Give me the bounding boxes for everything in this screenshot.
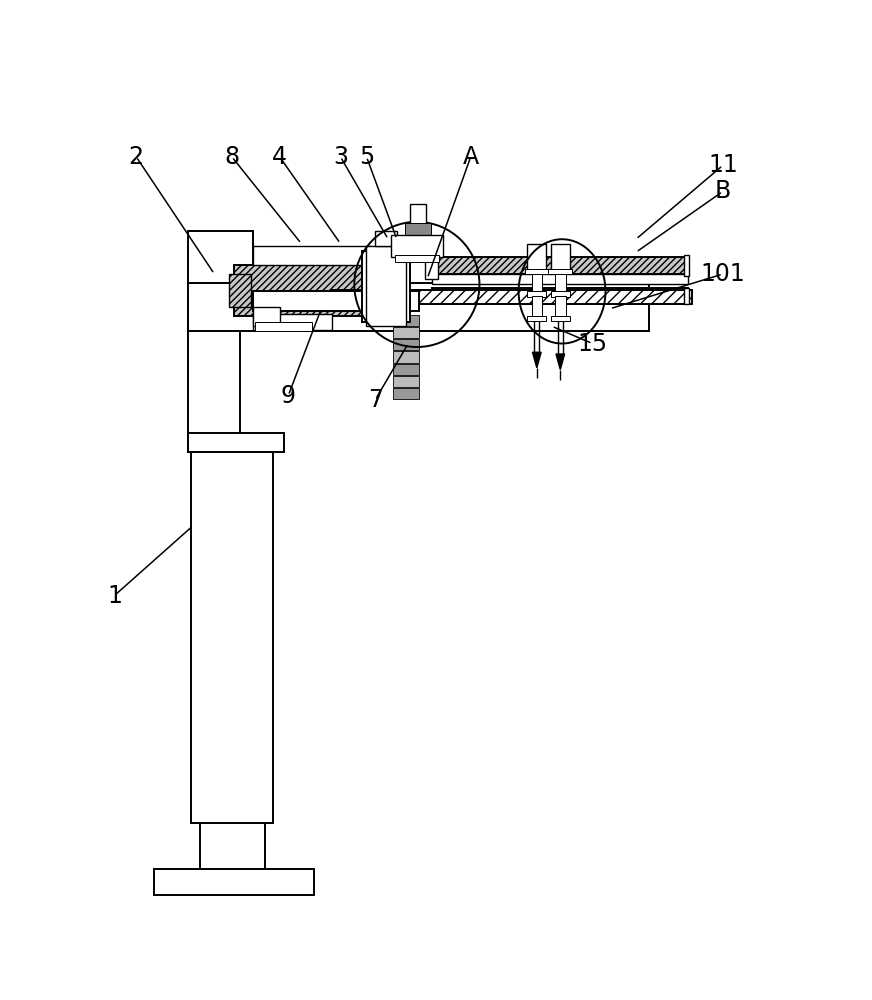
Bar	[366, 246, 405, 326]
Bar	[684, 255, 689, 276]
Text: 2: 2	[128, 145, 144, 169]
Bar	[153, 869, 314, 895]
Bar	[392, 327, 419, 338]
Bar	[432, 274, 688, 284]
Bar	[551, 316, 570, 321]
Bar	[395, 255, 439, 262]
Bar	[392, 339, 419, 350]
Bar	[235, 265, 369, 316]
Bar	[528, 316, 547, 321]
Bar	[432, 288, 688, 304]
Bar	[392, 388, 419, 399]
Polygon shape	[533, 352, 542, 368]
Bar	[392, 351, 419, 363]
Bar	[254, 307, 280, 326]
Bar	[254, 314, 331, 330]
Bar	[229, 274, 251, 307]
Bar	[392, 376, 419, 387]
Bar	[188, 433, 284, 452]
Text: 4: 4	[272, 145, 287, 169]
Bar	[684, 288, 689, 304]
Bar	[532, 296, 542, 317]
Text: B: B	[715, 179, 731, 203]
Bar	[188, 300, 241, 452]
Text: A: A	[463, 145, 479, 169]
Bar	[548, 269, 572, 274]
Bar	[405, 223, 431, 235]
Bar	[188, 231, 254, 283]
Bar	[254, 291, 419, 311]
Bar	[254, 246, 371, 265]
Bar	[551, 244, 570, 270]
Bar	[432, 257, 688, 274]
Bar	[528, 244, 547, 270]
Bar	[255, 322, 311, 331]
Bar	[528, 291, 547, 297]
Bar	[410, 204, 426, 224]
Bar	[331, 290, 692, 304]
Bar	[525, 269, 549, 274]
Text: 9: 9	[281, 384, 296, 408]
Bar	[555, 296, 566, 317]
Text: 101: 101	[700, 262, 746, 286]
Text: 8: 8	[224, 145, 239, 169]
Text: 15: 15	[577, 332, 608, 356]
Bar	[555, 274, 566, 291]
Text: 11: 11	[708, 153, 738, 177]
Bar	[392, 315, 419, 326]
Bar	[362, 251, 410, 322]
Bar	[532, 274, 542, 291]
Text: 1: 1	[107, 584, 122, 608]
Text: 5: 5	[359, 145, 374, 169]
Bar	[392, 364, 419, 375]
Bar	[200, 822, 265, 869]
Bar	[425, 253, 438, 279]
Bar	[191, 450, 274, 823]
Bar	[551, 291, 570, 297]
Text: 3: 3	[333, 145, 348, 169]
Bar	[375, 231, 397, 246]
Bar	[391, 235, 443, 257]
Text: 7: 7	[368, 388, 383, 412]
Bar	[188, 283, 649, 331]
Polygon shape	[556, 354, 565, 370]
